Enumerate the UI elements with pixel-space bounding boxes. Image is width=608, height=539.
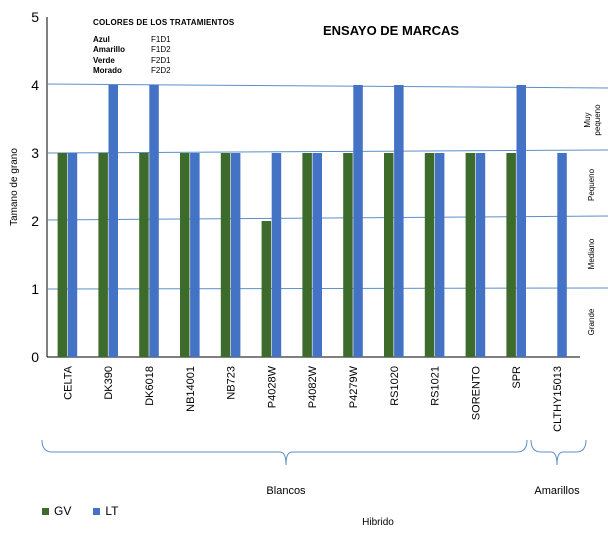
size-label: Muypequeno bbox=[583, 104, 602, 136]
legend-item-gv: GV bbox=[42, 504, 71, 518]
treatment-color: Verde bbox=[93, 55, 115, 65]
bar-lt bbox=[353, 85, 363, 357]
treatment-color: Morado bbox=[93, 66, 122, 75]
bar-gv bbox=[384, 153, 394, 357]
size-label: Grande bbox=[587, 308, 596, 335]
size-labels: Muypequeno Pequeno Mediano Grande bbox=[583, 104, 602, 335]
bar-lt bbox=[190, 153, 200, 357]
y-tick-label: 3 bbox=[31, 145, 39, 161]
treatment-colors-legend: COLORES DE LOS TRATAMIENTOS Azul F1D1 Am… bbox=[93, 18, 234, 77]
x-tick-label: RS1020 bbox=[389, 366, 401, 406]
bar-gv bbox=[261, 221, 272, 357]
legend-label-gv: GV bbox=[54, 504, 72, 518]
bar-gv bbox=[139, 153, 149, 357]
bars bbox=[57, 85, 567, 357]
bar-gv bbox=[465, 153, 476, 357]
legend-label-lt: LT bbox=[105, 504, 119, 518]
x-tick-label: CLTHY15013 bbox=[552, 366, 564, 432]
treatment-row: Verde F2D1 bbox=[93, 56, 234, 67]
size-label: Mediano bbox=[587, 238, 596, 269]
group-label: Blancos bbox=[266, 485, 306, 497]
legend-swatch-gv bbox=[42, 507, 49, 515]
y-tick-label: 5 bbox=[31, 9, 39, 25]
x-tick-label: P4082W bbox=[307, 365, 319, 408]
bar-lt bbox=[312, 153, 322, 357]
bar-lt bbox=[394, 85, 404, 357]
treatment-legend-header: COLORES DE LOS TRATAMIENTOS bbox=[93, 18, 235, 27]
x-tick-label: CELTA bbox=[62, 365, 74, 399]
treatment-code: F2D2 bbox=[151, 66, 171, 75]
y-tick-label: 4 bbox=[31, 77, 39, 93]
x-tick-labels: CELTA DK390 DK6018 NB14001 NB723 P4028W P4082W… bbox=[62, 365, 564, 432]
bar-gv bbox=[98, 153, 108, 357]
y-tick-label: 2 bbox=[31, 213, 39, 229]
group-braces: Blancos Amarillos bbox=[41, 439, 587, 497]
bar-lt bbox=[67, 153, 78, 357]
group-brace bbox=[41, 439, 528, 466]
bar-lt bbox=[434, 153, 445, 357]
bar-lt bbox=[108, 85, 118, 357]
bar-gv bbox=[424, 153, 435, 357]
treatment-row: Morado F2D2 bbox=[93, 66, 234, 77]
bar-gv bbox=[343, 153, 353, 357]
bar-lt bbox=[516, 85, 526, 357]
bar-gv bbox=[302, 153, 312, 357]
treatment-row: Azul F1D1 bbox=[93, 35, 234, 46]
y-tick-labels: 0 1 2 3 4 5 bbox=[31, 9, 39, 365]
legend-swatch-lt bbox=[93, 507, 101, 515]
size-reference-line bbox=[46, 83, 608, 89]
treatment-color: Amarillo bbox=[93, 45, 126, 54]
x-tick-label: RS1021 bbox=[430, 366, 442, 406]
treatment-color: Azul bbox=[93, 34, 110, 44]
bar-gv bbox=[506, 153, 516, 357]
series-legend: GV LT bbox=[42, 504, 140, 518]
x-tick-label: P4279W bbox=[348, 365, 360, 408]
y-tick-label: 1 bbox=[31, 281, 39, 297]
x-tick-label: P4028W bbox=[266, 365, 278, 408]
x-tick-label: SORENTO bbox=[470, 366, 482, 421]
bar-gv bbox=[220, 153, 231, 357]
x-tick-label: SPR bbox=[511, 366, 523, 389]
treatment-code: F1D1 bbox=[151, 34, 171, 44]
bar-lt bbox=[271, 153, 282, 357]
y-axis-label: Tamano de grano bbox=[9, 148, 20, 226]
bar-gv bbox=[57, 153, 68, 357]
x-axis-label: Hibrido bbox=[362, 517, 394, 528]
bar-lt bbox=[475, 153, 486, 357]
bar-gv bbox=[180, 153, 190, 357]
treatment-code: F2D1 bbox=[151, 55, 171, 65]
x-tick-label: NB14001 bbox=[185, 366, 197, 412]
group-brace bbox=[530, 439, 587, 466]
treatment-row: Amarillo F1D2 bbox=[93, 45, 234, 56]
legend-item-lt: LT bbox=[93, 504, 118, 518]
chart-title: ENSAYO DE MARCAS bbox=[323, 23, 459, 38]
y-tick-label: 0 bbox=[31, 349, 39, 365]
size-label: Pequeno bbox=[587, 168, 596, 201]
group-label: Amarillos bbox=[534, 485, 580, 497]
treatment-code: F1D2 bbox=[151, 45, 171, 54]
bar-lt bbox=[557, 153, 567, 357]
x-tick-label: NB723 bbox=[226, 366, 238, 400]
size-reference-line bbox=[46, 149, 608, 154]
bar-lt bbox=[230, 153, 241, 357]
x-tick-label: DK6018 bbox=[144, 366, 156, 406]
bar-lt bbox=[149, 85, 159, 357]
x-tick-label: DK390 bbox=[103, 366, 115, 400]
